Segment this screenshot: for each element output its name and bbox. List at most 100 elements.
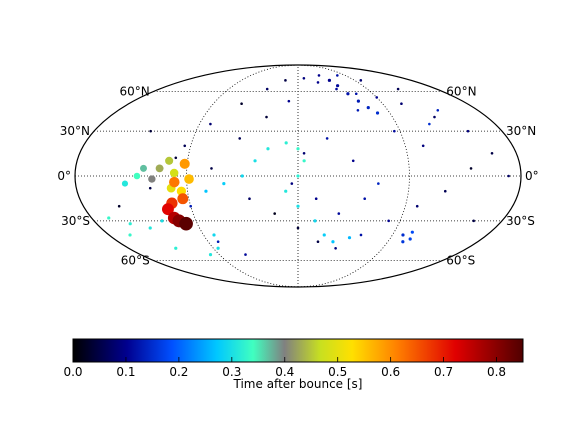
- data-point: [296, 174, 300, 178]
- latitude-label: 30°S: [61, 214, 90, 228]
- data-point: [334, 246, 337, 250]
- data-point: [212, 233, 216, 237]
- data-point: [317, 74, 321, 77]
- colorbar-label: Time after bounce [s]: [233, 377, 363, 391]
- data-point: [290, 182, 294, 185]
- track-point: [177, 193, 189, 205]
- data-point: [316, 240, 320, 244]
- data-point: [325, 137, 329, 140]
- latitude-label: 0°: [525, 169, 539, 183]
- data-point: [253, 159, 257, 163]
- data-point: [359, 233, 363, 237]
- track-point: [179, 158, 190, 169]
- data-point: [148, 226, 152, 230]
- data-point: [377, 182, 380, 185]
- colorbar-tick-label: 0.0: [63, 365, 82, 379]
- track-point: [184, 174, 194, 184]
- data-point: [189, 204, 192, 208]
- data-point: [128, 233, 132, 237]
- data-point: [117, 204, 121, 208]
- data-point: [322, 233, 326, 237]
- latitude-label: 0°: [57, 169, 71, 183]
- data-point: [336, 74, 339, 77]
- latitude-label: 30°N: [506, 124, 536, 138]
- track-point: [148, 175, 156, 183]
- data-point: [209, 122, 212, 126]
- track-point: [165, 156, 174, 165]
- data-point: [469, 167, 473, 170]
- data-point: [296, 204, 300, 208]
- data-point: [296, 147, 300, 151]
- data-point: [287, 99, 291, 103]
- colorbar-ticks: 0.0 0.1 0.2 0.3 0.4 0.5 0.6 0.7 0.8: [63, 357, 506, 379]
- data-point: [302, 151, 306, 155]
- data-point: [174, 246, 178, 250]
- data-point: [238, 137, 242, 140]
- colorbar: 0.0 0.1 0.2 0.3 0.4 0.5 0.6 0.7 0.8 Time after b…: [63, 338, 524, 391]
- data-point: [128, 222, 132, 226]
- data-point: [359, 79, 363, 82]
- data-point: [222, 182, 226, 186]
- colorbar-tick-label: 0.1: [116, 365, 135, 379]
- data-point: [273, 212, 276, 215]
- track-point: [121, 180, 129, 187]
- data-point: [347, 236, 352, 240]
- data-point: [375, 111, 380, 115]
- data-point: [107, 216, 111, 220]
- data-point: [327, 78, 332, 82]
- data-point: [401, 233, 405, 237]
- colorbar-tick-label: 0.3: [222, 365, 241, 379]
- latitude-labels: 60°N 60°N 30°N 30°N 0° 0° 30°S 30°S 60°S 60°S: [57, 84, 538, 267]
- map-boundary: [74, 64, 522, 288]
- latitude-label: 60°N: [446, 84, 476, 98]
- data-point: [356, 108, 360, 112]
- colorbar-tick-label: 0.7: [434, 365, 453, 379]
- data-point: [472, 219, 475, 223]
- data-point: [210, 167, 213, 170]
- track-point: [169, 168, 179, 178]
- data-point: [149, 129, 152, 133]
- data-point: [401, 240, 405, 244]
- data-point: [421, 144, 425, 148]
- data-point: [410, 230, 414, 234]
- track-point: [133, 172, 141, 180]
- data-point: [244, 253, 247, 256]
- data-point: [436, 108, 440, 112]
- longitude-gridline: [297, 64, 410, 288]
- data-point: [302, 77, 306, 80]
- data-point: [240, 174, 244, 178]
- track-point: [140, 164, 147, 172]
- data-point: [356, 99, 360, 103]
- colorbar-tick-label: 0.6: [381, 365, 400, 379]
- data-point: [363, 197, 367, 201]
- data-points: [107, 74, 510, 257]
- latitude-label: 30°S: [506, 214, 535, 228]
- data-point: [160, 219, 164, 223]
- data-point: [148, 186, 152, 190]
- data-point: [265, 87, 269, 91]
- data-point: [183, 144, 187, 148]
- data-point: [428, 122, 431, 126]
- data-point: [174, 156, 178, 160]
- latitude-label: 30°N: [60, 124, 90, 138]
- data-point: [208, 252, 213, 257]
- data-point: [284, 79, 287, 82]
- colorbar-gradient: [72, 338, 524, 363]
- data-point: [336, 84, 340, 88]
- latitude-label: 60°S: [446, 254, 475, 268]
- data-point: [408, 237, 412, 241]
- data-point: [346, 92, 350, 96]
- data-point: [335, 87, 338, 91]
- data-point: [284, 189, 288, 193]
- data-point: [265, 115, 268, 119]
- data-point: [266, 147, 270, 151]
- track-point: [169, 176, 180, 188]
- track-point: [179, 216, 193, 231]
- data-point: [387, 219, 390, 223]
- colorbar-tick-label: 0.2: [169, 365, 188, 379]
- data-point: [490, 151, 494, 155]
- track-point: [155, 164, 164, 173]
- data-point: [240, 102, 243, 106]
- data-point: [284, 141, 288, 145]
- data-point: [393, 129, 396, 133]
